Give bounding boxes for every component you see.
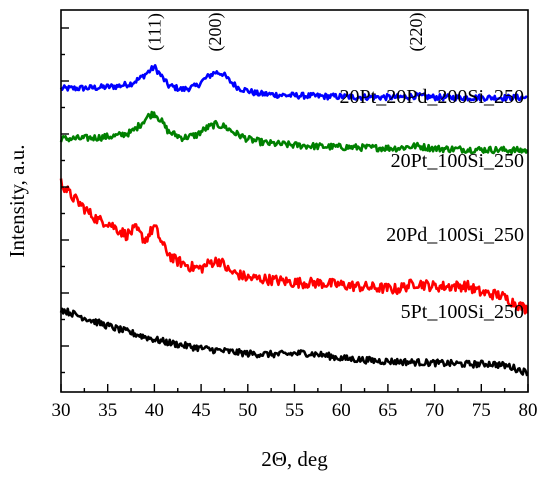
x-tick-label: 70	[425, 400, 444, 421]
x-tick-label: 55	[285, 400, 304, 421]
series-label: 20Pt_20Pd_200Si_250	[340, 86, 524, 108]
x-tick-label: 35	[98, 400, 117, 421]
x-tick-label: 30	[52, 400, 71, 421]
x-tick-label: 40	[145, 400, 164, 421]
peak-label: (111)	[144, 13, 165, 51]
series-line-5pt-100si-250	[59, 307, 529, 377]
peak-label: (220)	[406, 13, 427, 52]
series-line-20pd-100si-250	[59, 178, 529, 315]
x-axis-title: 2Θ, deg	[261, 447, 328, 471]
series-line-20pt-20pd-200si-250	[59, 64, 528, 102]
x-tick-label: 80	[519, 400, 538, 421]
series-label: 20Pd_100Si_250	[386, 224, 524, 246]
x-tick-label: 65	[378, 400, 397, 421]
peak-label: (200)	[205, 13, 226, 52]
peak-labels: (111) (200) (220)	[144, 13, 427, 52]
y-axis-title: Intensity, a.u.	[5, 145, 29, 258]
x-tick-labels: 30 35 40 45 50 55 60 65 70 75 80	[52, 400, 538, 421]
x-tick-label: 60	[332, 400, 351, 421]
series-layer	[59, 64, 529, 377]
x-tick-label: 75	[472, 400, 491, 421]
series-line-20pt-100si-250	[59, 110, 529, 155]
x-tick-label: 50	[238, 400, 257, 421]
series-labels: 20Pt_20Pd_200Si_250 20Pt_100Si_250 20Pd_10…	[340, 86, 524, 323]
tick-layer	[60, 27, 529, 392]
x-tick-label: 45	[192, 400, 211, 421]
series-label: 5Pt_100Si_250	[401, 301, 524, 323]
series-label: 20Pt_100Si_250	[391, 150, 524, 172]
